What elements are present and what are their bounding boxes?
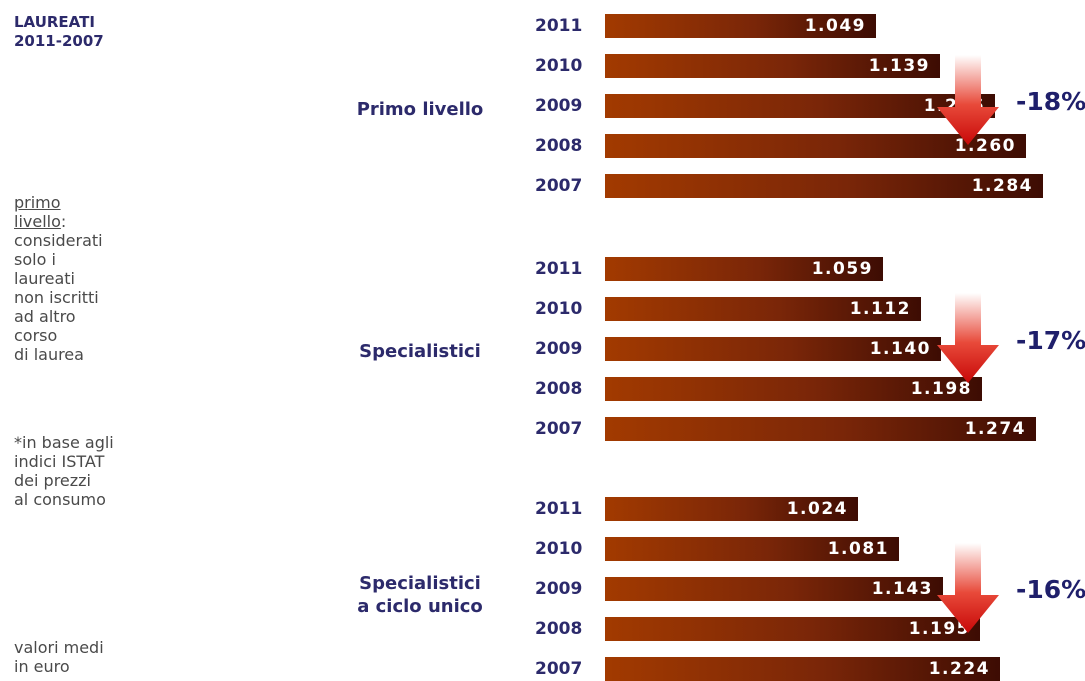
bar-value-label: 1.140 <box>869 339 931 359</box>
bar-value-label: 1.059 <box>811 259 873 279</box>
bar-value-label: 1.139 <box>868 56 930 76</box>
year-label: 2011 <box>535 16 583 36</box>
year-label: 2007 <box>535 176 583 196</box>
chart-title: LAUREATI 2011-2007 <box>14 13 104 51</box>
bar-value-label: 1.112 <box>849 299 911 319</box>
note-primo-line-7: ad altro <box>14 307 76 326</box>
year-label: 2008 <box>535 136 583 156</box>
year-label: 2009 <box>535 339 583 359</box>
bar-value-label: 1.224 <box>928 659 990 679</box>
note-istat-line-3: dei prezzi <box>14 471 91 490</box>
note-primo-line-9: di laurea <box>14 345 84 364</box>
bar: 1.139 <box>605 54 940 78</box>
bar-value-label: 1.198 <box>910 379 972 399</box>
bar: 1.049 <box>605 14 876 38</box>
note-istat-line-4: al consumo <box>14 490 106 509</box>
bar: 1.059 <box>605 257 883 281</box>
title-line-2: 2011-2007 <box>14 32 104 50</box>
bar: 1.224 <box>605 657 1000 681</box>
year-label: 2011 <box>535 499 583 519</box>
year-label: 2008 <box>535 619 583 639</box>
note-primo-line-4: solo i <box>14 250 56 269</box>
bar: 1.143 <box>605 577 943 601</box>
bar-value-label: 1.274 <box>964 419 1026 439</box>
group-label-primo-livello: Primo livello <box>356 99 484 120</box>
bar-value-label: 1.195 <box>908 619 970 639</box>
year-label: 2008 <box>535 379 583 399</box>
group-label-specialistici: Specialistici <box>359 341 481 362</box>
note-istat: *in base agli indici ISTAT dei prezzi al… <box>14 433 144 509</box>
note-primo-line-5: laureati <box>14 269 75 288</box>
percent-change-label: -18% <box>1016 87 1085 116</box>
year-label: 2011 <box>535 259 583 279</box>
year-label: 2007 <box>535 419 583 439</box>
note-primo-line-2: livello: <box>14 212 67 231</box>
bar: 1.195 <box>605 617 980 641</box>
note-valori-line-2: in euro <box>14 657 70 676</box>
bar: 1.274 <box>605 417 1036 441</box>
bar: 1.024 <box>605 497 858 521</box>
year-label: 2010 <box>535 299 583 319</box>
note-istat-line-2: indici ISTAT <box>14 452 105 471</box>
bar: 1.081 <box>605 537 899 561</box>
bar-value-label: 1.049 <box>804 16 866 36</box>
note-primo-line-1: primo <box>14 193 61 212</box>
year-label: 2009 <box>535 579 583 599</box>
group-label-ciclo-unico: Specialistici a ciclo unico <box>340 572 500 618</box>
year-label: 2010 <box>535 539 583 559</box>
group-label-ciclo-unico-line-2: a ciclo unico <box>357 596 483 617</box>
percent-change-label: -17% <box>1016 326 1085 355</box>
bar-value-label: 1.143 <box>871 579 933 599</box>
group-label-ciclo-unico-line-1: Specialistici <box>359 573 481 594</box>
note-valori: valori medi in euro <box>14 638 144 676</box>
bar-value-label: 1.024 <box>786 499 848 519</box>
note-valori-line-1: valori medi <box>14 638 104 657</box>
note-istat-line-1: *in base agli <box>14 433 114 452</box>
year-label: 2010 <box>535 56 583 76</box>
bar: 1.284 <box>605 174 1043 198</box>
title-line-1: LAUREATI <box>14 13 95 31</box>
bar: 1.198 <box>605 377 982 401</box>
note-primo-line-8: corso <box>14 326 58 345</box>
note-primo-line-3: considerati <box>14 231 103 250</box>
bar-value-label: 1.284 <box>971 176 1033 196</box>
year-label: 2007 <box>535 659 583 679</box>
bar: 1.112 <box>605 297 921 321</box>
note-primo-line-6: non iscritti <box>14 288 99 307</box>
down-arrow-icon <box>937 543 999 633</box>
percent-change-label: -16% <box>1016 575 1085 604</box>
down-arrow-icon <box>937 55 999 145</box>
down-arrow-icon <box>937 293 999 383</box>
note-primo-livello: primo livello: considerati solo i laurea… <box>14 193 144 364</box>
bar: 1.140 <box>605 337 941 361</box>
bar-value-label: 1.081 <box>827 539 889 559</box>
year-label: 2009 <box>535 96 583 116</box>
